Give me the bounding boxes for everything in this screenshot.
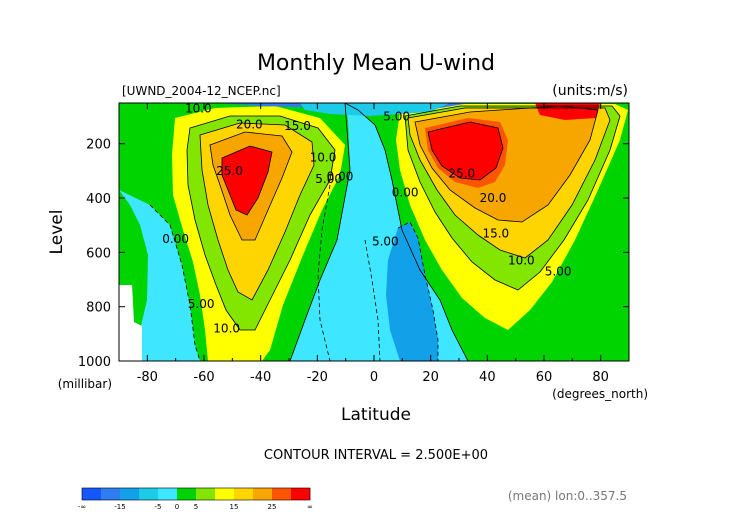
y-axis-ticks: 1000 800 600 400 200 [78, 138, 629, 370]
contour-label: 15.0 [482, 226, 509, 240]
y-tick-label: 400 [86, 192, 111, 207]
colorbar-frame [81, 487, 311, 501]
colorbar-swatch [139, 488, 159, 500]
colorbar-swatch [291, 488, 311, 500]
field-region-red-north [428, 122, 503, 180]
contour-label: 5.00 [372, 235, 399, 249]
colorbar-tick-label: 0 [175, 503, 179, 511]
x-tick-label: -20 [307, 370, 328, 385]
colorbar-swatch [158, 488, 178, 500]
contour-label: 0.00 [327, 169, 354, 183]
y-tick-label: 800 [86, 301, 111, 316]
colorbar-tick-label: 5 [194, 503, 198, 511]
colorbar-swatch [234, 488, 254, 500]
colorbar-swatch [82, 488, 102, 500]
colorbar-swatch [215, 488, 235, 500]
colorbar-swatch [120, 488, 140, 500]
colorbar [81, 487, 311, 501]
field-region-red-north-top [535, 103, 600, 120]
contour-label: 25.0 [216, 164, 243, 178]
x-axis-unit: (degrees_north) [552, 387, 648, 401]
colorbar-swatch [272, 488, 292, 500]
plot-area: 10.020.0 15.025.010.05.000.000.005.0010.0… [78, 101, 630, 385]
y-tick-label: 600 [86, 246, 111, 261]
y-axis-label: Level [47, 210, 67, 255]
x-tick-label: -60 [193, 370, 214, 385]
x-tick-label: 60 [536, 370, 553, 385]
chart-title: Monthly Mean U-wind [257, 51, 495, 76]
contour-label: 10.0 [508, 254, 535, 268]
colorbar-swatch [253, 488, 273, 500]
y-tick-label: 1000 [78, 355, 111, 370]
field-region-cyan-top [300, 103, 450, 116]
colorbar-swatch [177, 488, 197, 500]
units-label: (units:m/s) [552, 83, 628, 99]
contour-interval-note: CONTOUR INTERVAL = 2.500E+00 [264, 448, 488, 463]
colorbar-tick-label: 15 [230, 503, 239, 511]
contour-lines [149, 103, 621, 361]
colorbar-swatch [196, 488, 216, 500]
colorbar-tick-label: 25 [268, 503, 277, 511]
contour-label: 20.0 [480, 191, 507, 205]
contour-labels: 10.020.0 15.025.010.05.000.000.005.0010.0… [162, 101, 571, 335]
x-axis-ticks: -80 -60 -40 -20 0 20 40 60 80 [118, 103, 630, 385]
colorbar-tick-label: -∞ [78, 503, 86, 511]
x-tick-label: 80 [592, 370, 609, 385]
y-tick-label: 200 [86, 138, 111, 153]
colorbar-tick-label: -15 [114, 503, 125, 511]
missing-data-region [119, 285, 142, 361]
contour-label: 20.0 [236, 118, 263, 132]
y-axis-unit: (millibar) [58, 377, 112, 391]
x-tick-label: 0 [370, 370, 378, 385]
contour-label: 0.00 [162, 232, 189, 246]
colorbar-tick-label: ∞ [307, 503, 313, 511]
contour-label: 5.00 [545, 264, 572, 278]
x-axis-label: Latitude [341, 405, 411, 425]
contour-label: 10.0 [213, 321, 240, 335]
x-tick-label: -40 [250, 370, 271, 385]
x-tick-label: -80 [137, 370, 158, 385]
contour-label: 0.00 [392, 186, 419, 200]
contour-label: 5.00 [188, 297, 215, 311]
dataset-label: [UWND_2004-12_NCEP.nc] [122, 84, 281, 98]
x-tick-label: 40 [479, 370, 496, 385]
contour-label: 10.0 [185, 101, 212, 115]
field-region-cyan-equator [386, 222, 438, 361]
colorbar-swatch [101, 488, 121, 500]
footer-note: (mean) lon:0..357.5 [508, 489, 627, 503]
contour-label: 25.0 [448, 167, 475, 181]
contour-label: 10.0 [310, 150, 337, 164]
colorbar-tick-label: -5 [155, 503, 162, 511]
field-region-red-south [222, 146, 272, 215]
x-tick-label: 20 [422, 370, 439, 385]
contour-label: 5.00 [315, 172, 342, 186]
contour-label: 15.0 [284, 119, 311, 133]
colorbar-tick-labels: -∞ -15 -5 0 5 15 25 ∞ [78, 503, 313, 511]
contour-label: 5.00 [383, 110, 410, 124]
